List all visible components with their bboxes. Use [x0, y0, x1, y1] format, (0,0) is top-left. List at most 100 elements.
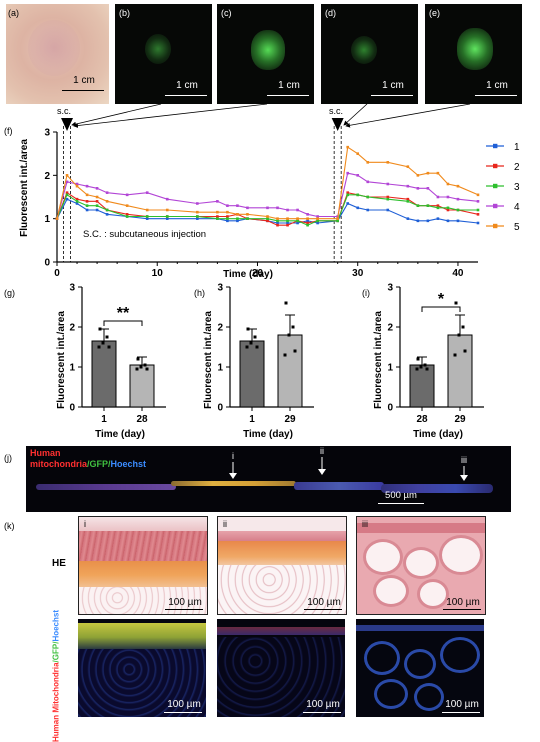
series-3-point: [416, 204, 420, 207]
h-plot-point-1: [249, 341, 253, 345]
scale-bar-k-he-i: [165, 609, 203, 611]
series-1-point: [346, 202, 349, 205]
series-5-point: [286, 217, 289, 220]
panel-label-e: (e): [429, 8, 440, 18]
series-2-point: [276, 223, 279, 227]
h-plot-point-29: [293, 349, 297, 353]
series-1-point: [416, 219, 420, 223]
series-1-point: [226, 219, 229, 223]
series-5-point: [216, 210, 219, 214]
i-plot-ytick-label: 3: [387, 283, 393, 294]
i-plot-sig-label: *: [438, 291, 445, 308]
g-plot-point-28: [135, 367, 139, 371]
k-fluor-gfp: /GFP/: [51, 641, 61, 663]
scale-bar-d: [371, 95, 413, 97]
series-2-point: [286, 223, 289, 227]
i-plot-point-28: [425, 367, 429, 371]
chart-i-svg: 0 1 2 3 28 29 * Fluorescent int./area Time (da…: [373, 283, 484, 440]
chart-f-xtick-label: 0: [54, 268, 60, 279]
g-plot-ytick-label: 2: [69, 323, 75, 334]
series-5-point: [386, 161, 390, 164]
gfp-signal-b: [145, 34, 171, 64]
chart-g-ylabel: Fluorescent int./area: [56, 311, 67, 409]
scale-label-b: 1 cm: [176, 80, 198, 91]
series-4-point: [416, 187, 420, 190]
series-2-point: [216, 215, 219, 218]
series-4-point: [266, 206, 269, 210]
h-plot-point-29: [291, 325, 295, 329]
series-5-point: [356, 152, 360, 155]
series-3-point: [406, 200, 410, 203]
sc-label-1: s.c.: [57, 106, 71, 116]
series-3-point: [386, 197, 390, 201]
series-3-point: [426, 204, 430, 207]
g-plot-ytick-label: 3: [69, 283, 75, 294]
series-4-point: [426, 187, 430, 190]
i-plot-point-29: [463, 349, 467, 353]
h-plot-bar-29: [277, 334, 303, 408]
series-3-point: [216, 217, 219, 220]
scale-bar-c: [267, 95, 309, 97]
series-3-point: [75, 200, 79, 203]
h-plot-ytick-label: 0: [217, 403, 223, 414]
series-4-point: [105, 191, 109, 194]
series-5-point: [85, 193, 89, 197]
i-plot-point-29: [453, 353, 457, 357]
h-plot-point-1: [245, 345, 249, 349]
h-plot-ytick-label: 3: [217, 283, 223, 294]
scale-bar-e: [475, 95, 517, 97]
series-3-point: [436, 206, 440, 210]
i-plot-xtick-label-28: 28: [416, 414, 428, 425]
scale-bar-b: [165, 95, 207, 97]
chart-h-ylabel: Fluorescent int./area: [203, 311, 214, 409]
series-2-point: [406, 197, 410, 201]
series-4-point: [386, 182, 390, 186]
h-plot-point-29: [287, 333, 291, 337]
j-tissue-left: [36, 484, 176, 490]
skin-lesion: [28, 20, 80, 76]
g-plot-bar-28: [129, 364, 155, 408]
series-4-point: [306, 213, 309, 216]
scale-bar-k-he-ii: [304, 609, 342, 611]
scale-label-a: 1 cm: [73, 75, 95, 86]
chart-f-xlabel: Time (day): [223, 269, 273, 280]
series-4-point: [406, 184, 410, 188]
panel-label-k: (k): [4, 521, 15, 531]
legend-4-label: 4: [514, 202, 520, 213]
series-3-point: [105, 208, 109, 212]
j-tissue-gfp: [171, 481, 296, 486]
k-row-label-fluor: Human Mitochondria/GFP/Hoechst: [52, 610, 61, 742]
series-1-point: [65, 197, 69, 201]
j-stain-line1: Human: [30, 448, 61, 458]
series-5-point: [316, 217, 319, 220]
series-1-point: [296, 221, 299, 225]
series-4-point: [366, 180, 370, 184]
scale-label-k-he-iii: 100 µm: [446, 597, 480, 608]
series-5-point: [366, 161, 370, 164]
i-plot-point-28: [416, 357, 420, 361]
series-1-point: [196, 217, 199, 220]
series-5-point: [446, 182, 450, 186]
series-5-point: [65, 174, 69, 177]
g-plot-sig-label: **: [117, 305, 130, 322]
series-3-point: [316, 219, 319, 223]
series-5-point: [426, 171, 430, 175]
gfp-signal-d: [351, 36, 377, 64]
g-plot-xtick-label-28: 28: [136, 414, 148, 425]
series-5-point: [196, 210, 199, 214]
series-3-line: [56, 193, 478, 226]
legend-5-marker: [493, 223, 498, 229]
series-2-point: [65, 191, 69, 194]
series-1-point: [366, 208, 370, 212]
h-plot-ytick-label: 1: [217, 363, 223, 374]
arrow-c: [73, 103, 268, 128]
j-stain-label: Human mitochondria/GFP/Hoechst: [30, 448, 146, 470]
panel-label-i: (i): [362, 288, 370, 298]
chart-f-ytick-label: 1: [44, 214, 50, 225]
legend-4-marker: [493, 203, 498, 209]
series-1-point: [426, 219, 430, 223]
h-plot-point-29: [284, 301, 288, 305]
series-3-point: [296, 219, 299, 223]
series-5-line: [56, 146, 479, 220]
